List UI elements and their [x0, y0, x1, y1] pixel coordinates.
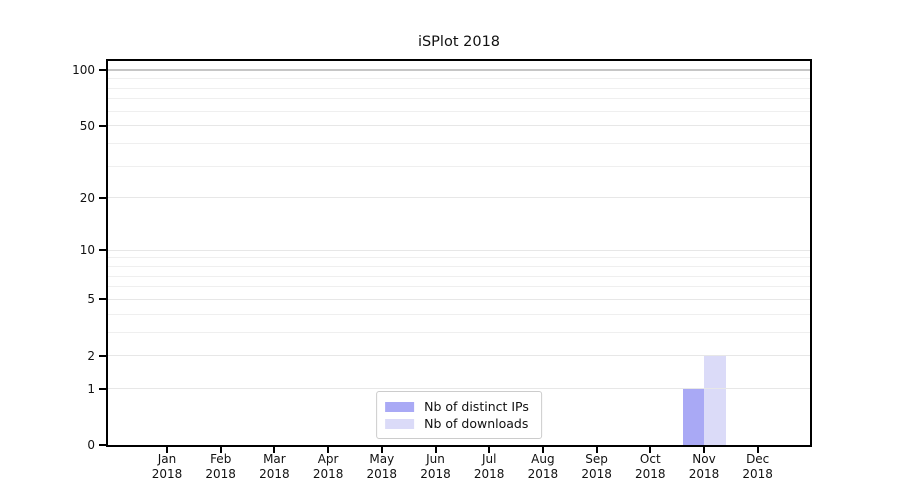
x-tick-mark: [327, 447, 330, 453]
x-tick-year: 2018: [473, 467, 505, 481]
x-tick-month: May: [369, 452, 395, 466]
x-tick-month: Dec: [746, 452, 770, 466]
top-gridline: [108, 69, 810, 72]
x-tick-month: Sep: [585, 452, 608, 466]
x-tick-month: Jan: [157, 452, 177, 466]
x-tick-label: Mar 2018: [239, 452, 309, 482]
x-tick-label: Jan 2018: [132, 452, 202, 482]
x-tick-mark: [649, 447, 652, 453]
x-tick-year: 2018: [366, 467, 398, 481]
x-tick-month: Aug: [531, 452, 555, 466]
y-tick-label: 50: [79, 118, 95, 133]
x-tick-label: Dec 2018: [723, 452, 793, 482]
x-tick-year: 2018: [151, 467, 183, 481]
x-tick-mark: [273, 447, 276, 453]
major-gridline: [108, 197, 810, 199]
x-tick-year: 2018: [688, 467, 720, 481]
x-tick-month: Nov: [692, 452, 716, 466]
x-tick-mark: [380, 447, 383, 453]
y-tick-mark: [99, 354, 106, 357]
y-tick-label: 0: [87, 438, 95, 452]
x-tick-month: Jul: [481, 452, 497, 466]
x-tick-label: Feb 2018: [186, 452, 256, 482]
x-tick-year: 2018: [581, 467, 612, 481]
x-tick-year: 2018: [205, 467, 236, 481]
minor-gridline: [108, 165, 810, 167]
y-tick-mark: [99, 387, 106, 390]
minor-gridline: [108, 313, 810, 315]
x-tick-mark: [595, 447, 598, 453]
x-tick-year: 2018: [259, 467, 290, 481]
y-tick-mark: [99, 196, 106, 199]
minor-gridline: [108, 110, 810, 112]
x-tick-month: Oct: [639, 452, 661, 466]
legend-label: Nb of downloads: [424, 416, 529, 431]
y-tick-mark: [99, 249, 106, 252]
y-tick-label: 20: [79, 190, 95, 205]
y-tick-label: 1: [87, 381, 95, 396]
major-gridline: [108, 355, 810, 357]
x-tick-month: Feb: [210, 452, 232, 466]
x-tick-mark: [541, 447, 544, 453]
x-tick-label: Jun 2018: [401, 452, 471, 482]
y-tick-mark: [99, 298, 106, 301]
y-tick-label: 2: [87, 348, 95, 363]
minor-gridline: [108, 257, 810, 259]
legend: Nb of distinct IPs Nb of downloads: [376, 391, 542, 439]
bar-downloads: [704, 355, 726, 445]
y-tick-mark: [99, 444, 106, 446]
legend-entry: Nb of downloads: [385, 415, 529, 432]
bar-distinct-ips: [682, 388, 704, 445]
x-tick-label: Jul 2018: [454, 452, 524, 482]
minor-gridline: [108, 78, 810, 80]
x-tick-label: Apr 2018: [293, 452, 363, 482]
x-tick-year: 2018: [312, 467, 344, 481]
minor-gridline: [108, 98, 810, 100]
legend-entry: Nb of distinct IPs: [385, 398, 529, 415]
minor-gridline: [108, 275, 810, 277]
x-tick-mark: [703, 447, 705, 453]
y-tick-label: 10: [79, 243, 95, 258]
x-tick-month: Jun: [426, 452, 445, 466]
x-tick-label: Aug 2018: [508, 452, 578, 482]
major-gridline: [108, 298, 810, 300]
y-tick-mark: [99, 69, 106, 72]
x-tick-label: Oct 2018: [615, 452, 685, 482]
x-tick-label: May 2018: [347, 452, 417, 482]
major-gridline: [108, 249, 810, 251]
y-tick-label: 5: [87, 292, 95, 307]
x-tick-mark: [756, 447, 759, 453]
x-tick-mark: [219, 447, 222, 453]
x-tick-mark: [166, 447, 168, 453]
plot-area: Nb of distinct IPs Nb of downloads: [106, 59, 812, 447]
major-gridline: [108, 388, 810, 390]
y-tick-mark: [99, 124, 106, 127]
x-tick-mark: [434, 447, 437, 453]
x-tick-label: Sep 2018: [562, 452, 632, 482]
legend-label: Nb of distinct IPs: [424, 399, 529, 414]
major-gridline: [108, 125, 810, 127]
legend-swatch-icon: [385, 401, 415, 412]
x-tick-year: 2018: [527, 467, 559, 481]
minor-gridline: [108, 266, 810, 268]
x-tick-mark: [488, 447, 491, 453]
x-tick-month: Mar: [263, 452, 286, 466]
minor-gridline: [108, 331, 810, 333]
x-tick-year: 2018: [742, 467, 773, 481]
minor-gridline: [108, 286, 810, 288]
chart-title: iSPlot 2018: [417, 34, 501, 50]
x-tick-year: 2018: [420, 467, 451, 481]
x-tick-label: Nov 2018: [669, 452, 739, 482]
legend-swatch-icon: [385, 418, 415, 429]
minor-gridline: [108, 87, 810, 89]
y-tick-label: 100: [72, 63, 95, 78]
x-tick-month: Apr: [317, 452, 339, 466]
x-tick-year: 2018: [635, 467, 666, 481]
minor-gridline: [108, 142, 810, 144]
